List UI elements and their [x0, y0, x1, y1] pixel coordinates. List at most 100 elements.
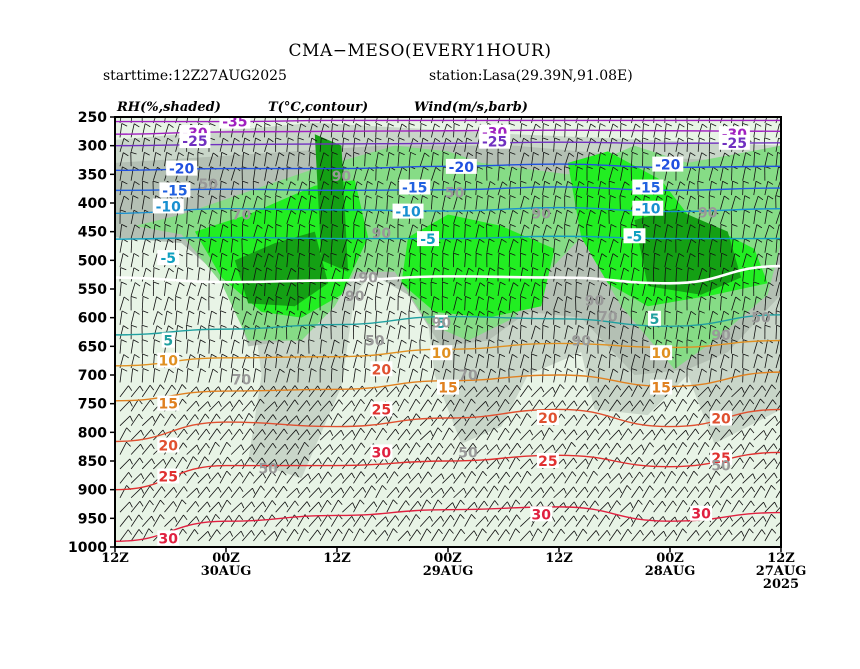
rh-label: 50: [458, 445, 478, 461]
temperature-label: -15: [635, 181, 660, 197]
wind-barb: [420, 282, 421, 296]
temperature-label: -25: [482, 135, 507, 151]
rh-label: 50: [751, 311, 771, 327]
x-tick-label: 12Z: [545, 551, 573, 566]
rh-label: 70: [232, 373, 252, 389]
wind-barb-flag: [758, 110, 763, 114]
temperature-label: 10: [651, 346, 671, 362]
x-tick-label: 28AUG: [645, 564, 696, 579]
temperature-label: 5: [650, 312, 660, 328]
temperature-label: -20: [655, 158, 681, 174]
temperature-label: 10: [159, 354, 179, 370]
wind-barb-flag: [646, 110, 651, 113]
wind-barb-flag: [398, 109, 404, 111]
temperature-label: -15: [162, 183, 187, 199]
rh-label: 90: [711, 328, 731, 344]
temperature-label: -25: [182, 134, 207, 150]
wind-barb-flag: [784, 385, 788, 390]
temperature-label: 10: [432, 346, 452, 362]
y-tick-label: 950: [78, 511, 107, 527]
rh-label: 50: [365, 334, 385, 350]
rh-label: 70: [598, 310, 618, 326]
temperature-label: -10: [156, 199, 182, 215]
temperature-label: -20: [449, 160, 475, 176]
rh-label: 90: [432, 315, 452, 331]
rh-label: 50: [198, 177, 218, 193]
wind-barb: [231, 224, 232, 238]
wind-barb-flag: [676, 109, 682, 111]
wind-barb-flag: [231, 109, 237, 111]
y-axis: 2503003504004505005506006507007508008509…: [68, 110, 115, 556]
wind-barb-flag: [785, 502, 788, 507]
wind-barb-flag: [785, 429, 788, 434]
temperature-label: 20: [538, 411, 558, 427]
rh-label: 90: [531, 206, 551, 222]
wind-barb: [454, 354, 455, 368]
wind-barb: [620, 224, 621, 238]
wind-barb-flag: [390, 109, 395, 112]
wind-barb-flag: [769, 110, 774, 114]
rh-label: 90: [571, 334, 591, 350]
rh-label: 90: [585, 293, 605, 309]
wind-barb-flag: [783, 457, 787, 462]
starttime-label: starttime:12Z27AUG2025: [103, 68, 287, 84]
wind-barb: [576, 311, 577, 325]
wind-barb-flag: [785, 530, 788, 535]
wind-barb-flag: [613, 109, 618, 112]
temperature-label: 25: [538, 454, 557, 470]
temperature-label: -10: [395, 205, 421, 221]
wind-barb-flag: [783, 486, 787, 491]
rh-label: 70: [232, 207, 252, 223]
x-tick-label: 12Z: [323, 551, 351, 566]
wind-barb: [754, 138, 755, 152]
rh-label: 90: [345, 289, 365, 305]
y-tick-label: 600: [78, 311, 107, 327]
wind-barb-flag: [536, 110, 541, 114]
temperature-label: -5: [160, 251, 176, 267]
y-tick-label: 400: [78, 196, 107, 212]
y-tick-label: 350: [78, 167, 107, 183]
legend-wind: Wind(m/s,barb): [414, 100, 528, 115]
wind-barb-flag: [542, 109, 548, 111]
temperature-label: -5: [420, 232, 436, 248]
y-tick-label: 250: [78, 110, 107, 126]
x-tick-label: 30AUG: [201, 564, 252, 579]
temperature-label: 20: [711, 412, 731, 428]
temperature-label: 30: [531, 507, 551, 523]
rh-label: 70: [458, 368, 478, 384]
wind-barb-flag: [622, 109, 627, 112]
wind-barb-flag: [732, 109, 738, 111]
temperature-label: 20: [159, 439, 179, 455]
y-tick-label: 850: [78, 454, 107, 470]
temperature-label: -5: [627, 229, 643, 245]
rh-label: 90: [698, 206, 718, 222]
temperature-label: -20: [169, 162, 195, 178]
temperature-label: 15: [159, 397, 178, 413]
wind-barb-flag: [710, 109, 716, 111]
wind-barb: [509, 152, 510, 166]
temperature-label: 15: [438, 381, 457, 397]
wind-barb-flag: [635, 109, 640, 112]
plot-area: -35-30-25-20-15-10-551015202530-30-25-20…: [115, 109, 789, 547]
wind-barb-flag: [380, 110, 385, 113]
y-tick-label: 650: [78, 339, 107, 355]
wind-barb-flag: [580, 110, 585, 113]
wind-barb-flag: [258, 110, 263, 114]
wind-barb: [442, 253, 443, 267]
temperature-label: 15: [651, 381, 670, 397]
temperature-label: -25: [722, 136, 747, 152]
wind-barb-flag: [725, 110, 730, 114]
y-tick-label: 800: [78, 425, 107, 441]
wind-barb: [609, 325, 610, 339]
chart-title: CMA−MESO(EVERY1HOUR): [289, 41, 552, 61]
y-tick-label: 450: [78, 225, 107, 241]
rh-label: 90: [332, 169, 352, 185]
wind-barb-flag: [246, 110, 251, 113]
temperature-label: -10: [635, 202, 661, 218]
wind-barb-flag: [687, 109, 693, 111]
temperature-label: 5: [163, 334, 173, 350]
wind-barb-flag: [665, 109, 671, 111]
